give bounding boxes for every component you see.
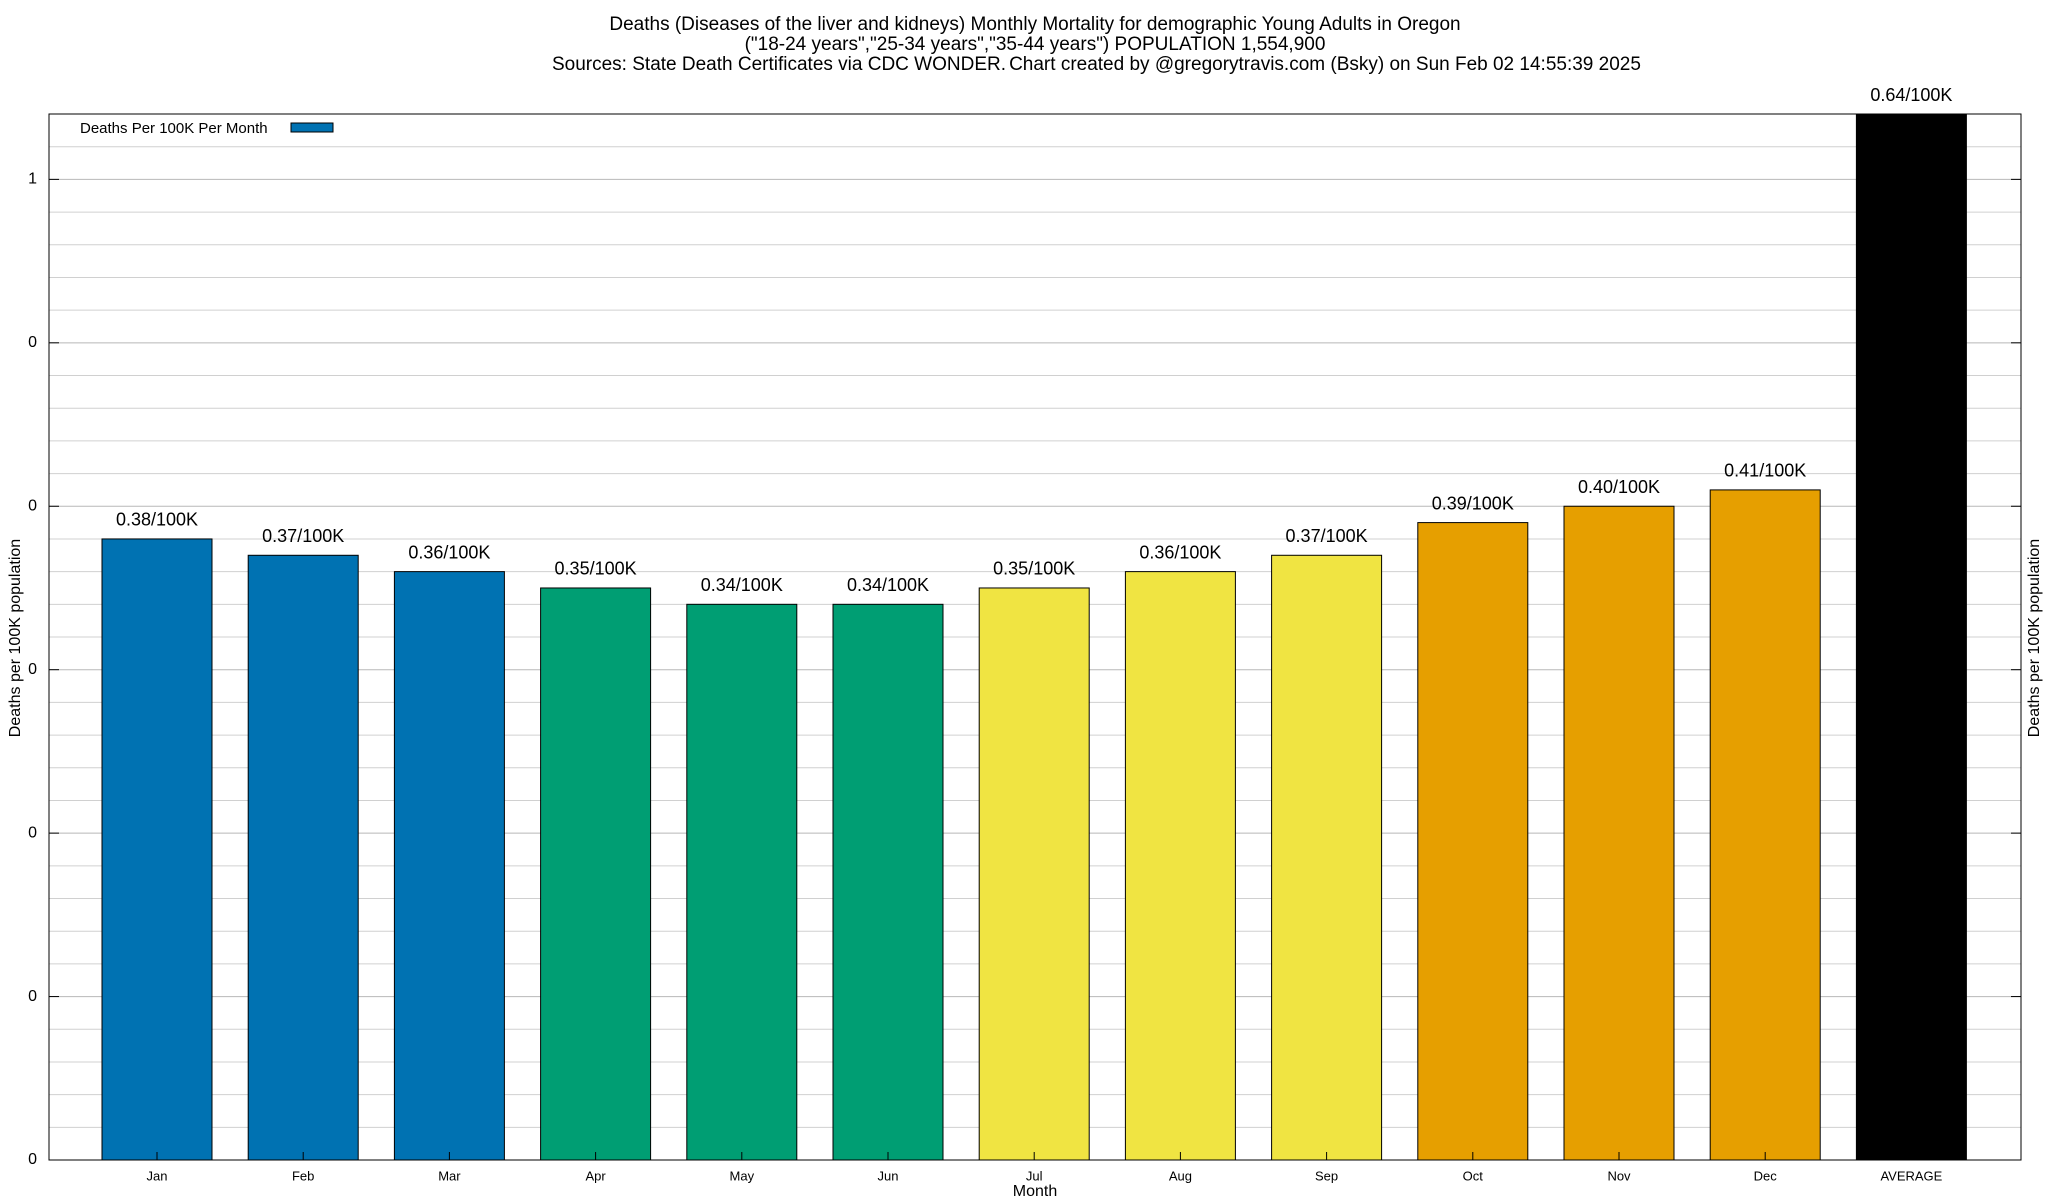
x-tick-label: Feb <box>292 1168 314 1183</box>
x-tick-label: Mar <box>438 1168 461 1183</box>
bar <box>978 587 1090 1161</box>
x-tick-label: Dec <box>1754 1168 1778 1183</box>
value-label: 0.64/100K <box>1870 85 1952 105</box>
bar <box>1271 554 1383 1161</box>
x-axis-label: Month <box>1013 1183 1057 1200</box>
y-tick-label: 1 <box>28 171 37 188</box>
value-label: 0.39/100K <box>1432 493 1514 513</box>
value-label: 0.36/100K <box>408 542 490 562</box>
value-label: 0.34/100K <box>701 575 783 595</box>
y-tick-label: 0 <box>28 334 37 351</box>
x-tick-label: Aug <box>1169 1168 1192 1183</box>
y-tick-label: 0 <box>28 661 37 678</box>
x-tick-label: Jun <box>878 1168 899 1183</box>
bar <box>393 571 505 1161</box>
legend-swatch <box>290 122 334 133</box>
chart-source: Sources: State Death Certificates via CD… <box>552 54 1006 75</box>
value-label: 0.37/100K <box>262 526 344 546</box>
bar <box>1709 489 1821 1161</box>
bar <box>1855 113 1967 1161</box>
value-label: 0.36/100K <box>1139 542 1221 562</box>
value-label: 0.38/100K <box>116 510 198 530</box>
bar <box>832 603 944 1161</box>
y-tick-label: 0 <box>28 824 37 841</box>
y2-axis-label: Deaths per 100K population <box>2026 539 2043 737</box>
x-tick-label: Jul <box>1026 1168 1043 1183</box>
chart-title: Deaths (Diseases of the liver and kidney… <box>609 14 1460 35</box>
bar <box>101 538 213 1161</box>
value-label: 0.34/100K <box>847 575 929 595</box>
bar <box>1563 505 1675 1161</box>
x-tick-label: May <box>730 1168 755 1183</box>
value-label: 0.35/100K <box>993 559 1075 579</box>
bar <box>1124 571 1236 1161</box>
bar <box>686 603 798 1161</box>
bar <box>247 554 359 1161</box>
value-label: 0.40/100K <box>1578 477 1660 497</box>
value-label: 0.37/100K <box>1286 526 1368 546</box>
x-tick-label: Nov <box>1607 1168 1631 1183</box>
chart-subtitle: ("18-24 years","25-34 years","35-44 year… <box>745 34 1326 55</box>
bar <box>540 587 652 1161</box>
bar <box>1417 522 1529 1161</box>
y-axis-label: Deaths per 100K population <box>7 539 24 737</box>
legend-label: Deaths Per 100K Per Month <box>80 120 268 137</box>
x-tick-label: Oct <box>1463 1168 1484 1183</box>
x-tick-label: Apr <box>585 1168 606 1183</box>
plot-border <box>48 113 2022 1161</box>
x-tick-label: AVERAGE <box>1880 1168 1942 1183</box>
y-tick-label: 0 <box>28 497 37 514</box>
y-tick-label: 0 <box>28 1151 37 1168</box>
value-label: 0.35/100K <box>555 559 637 579</box>
x-tick-label: Jan <box>147 1168 168 1183</box>
x-tick-label: Sep <box>1315 1168 1338 1183</box>
chart-credit: Chart created by @gregorytravis.com (Bsk… <box>1009 54 1641 75</box>
value-label: 0.41/100K <box>1724 461 1806 481</box>
y-tick-label: 0 <box>28 988 37 1005</box>
